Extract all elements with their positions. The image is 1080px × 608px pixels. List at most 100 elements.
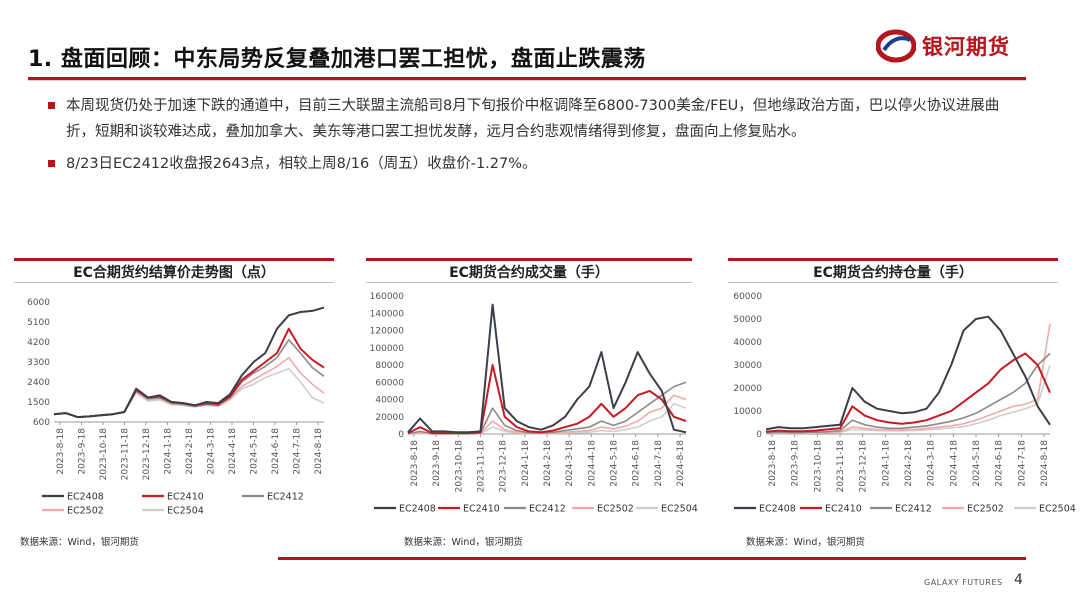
x-tick-label: 2024-7-18 [1017, 440, 1027, 487]
y-tick-label: 40000 [375, 396, 404, 406]
x-tick-label: 2024-1-18 [521, 440, 531, 487]
legend-label: EC2502 [597, 504, 634, 515]
x-tick-label: 2024-8-18 [314, 428, 324, 475]
bullet-square-icon [48, 160, 55, 167]
x-tick-label: 2023-12-18 [499, 440, 509, 493]
x-tick-label: 2023-10-18 [454, 440, 464, 493]
x-tick-label: 2024-1-18 [164, 428, 174, 475]
brand-logo: 银河期货 [868, 26, 1038, 66]
y-tick-label: 0 [398, 430, 404, 440]
volume-chart: EC期货合约成交量（手） 0 20000 40000 60000 80000 100000… [366, 258, 698, 548]
y-tick-label: 4200 [27, 338, 50, 348]
chart-source: 数据来源：Wind，银河期货 [404, 537, 523, 548]
bullet-text: 本周现货仍处于加速下跌的通道中，目前三大联盟主流船司8月下旬报价中枢调降至680… [66, 98, 1000, 140]
y-tick-label: 60000 [733, 292, 762, 302]
x-tick-label: 2024-5-18 [610, 440, 620, 487]
chart-source: 数据来源：Wind，银河期货 [746, 537, 865, 548]
series-line-ec2408 [53, 306, 325, 419]
y-tick-label: 1500 [27, 398, 50, 408]
x-tick-label: 2024-7-18 [654, 440, 664, 487]
x-tick-label: 2024-5-18 [250, 428, 260, 475]
legend-label: EC2502 [67, 506, 104, 517]
x-tick-label: 2023-11-18 [477, 440, 487, 493]
series-line-ec2410 [765, 352, 1051, 433]
x-tick-label: 2023-11-18 [121, 428, 131, 481]
bullet-item: 8/23日EC2412收盘报2643点，相较上周8/16（周五）收盘价-1.27… [44, 151, 1024, 177]
x-tick-label: 2024-2-18 [543, 440, 553, 487]
x-tick-label: 2024-4-18 [949, 440, 959, 487]
legend-label: EC2410 [463, 504, 500, 515]
footer-brand: GALAXY FUTURES [924, 578, 1003, 587]
y-tick-label: 20000 [733, 384, 762, 394]
x-tick-label: 2024-8-18 [1040, 440, 1050, 487]
chart-svg: 0 20000 40000 60000 80000 100000 120000 140000 1… [370, 292, 698, 515]
bullet-item: 本周现货仍处于加速下跌的通道中，目前三大联盟主流船司8月下旬报价中枢调降至680… [44, 93, 1024, 145]
x-tick-label: 2024-6-18 [995, 440, 1005, 487]
legend-label: EC2504 [661, 504, 698, 515]
chart-title: EC期货合约成交量（手） [449, 265, 609, 281]
summary-bullets: 本周现货仍处于加速下跌的通道中，目前三大联盟主流船司8月下旬报价中枢调降至680… [44, 93, 1024, 183]
chart-title: EC期货合约持仓量（手） [813, 265, 973, 281]
y-tick-label: 600 [33, 418, 50, 428]
y-tick-label: 100000 [370, 344, 405, 354]
x-tick-label: 2024-2-18 [185, 428, 195, 475]
chart-source: 数据来源：Wind，银河期货 [20, 537, 139, 548]
x-tick-label: 2023-11-18 [836, 440, 846, 493]
x-tick-label: 2023-8-18 [56, 428, 66, 475]
legend-label: EC2410 [825, 504, 862, 515]
x-tick-label: 2023-12-18 [142, 428, 152, 481]
title-divider-shadow [28, 80, 1026, 81]
x-tick-label: 2024-4-18 [228, 428, 238, 475]
y-tick-label: 3300 [27, 358, 50, 368]
open-interest-chart: EC期货合约持仓量（手） 0 10000 20000 30000 40000 50000 6… [728, 258, 1076, 548]
x-tick-label: 2024-3-18 [207, 428, 217, 475]
footer-divider [278, 557, 1026, 560]
y-tick-label: 2400 [27, 378, 50, 388]
bullet-square-icon [48, 102, 55, 109]
x-tick-label: 2023-8-18 [768, 440, 778, 487]
series-line-ec2502 [53, 356, 325, 418]
x-tick-label: 2023-9-18 [78, 428, 88, 475]
x-tick-label: 2024-4-18 [587, 440, 597, 487]
x-tick-label: 2024-3-18 [927, 440, 937, 487]
y-tick-label: 40000 [733, 338, 762, 348]
title-divider [28, 77, 1026, 80]
y-tick-label: 60000 [375, 378, 404, 388]
chart-title: EC合期货约结算价走势图（点） [73, 265, 275, 281]
panel-accent-bar [366, 258, 692, 261]
x-tick-label: 2024-1-18 [881, 440, 891, 487]
logo-text: 银河期货 [922, 35, 1010, 59]
series-line-ec2410 [407, 364, 687, 435]
x-tick-label: 2024-2-18 [904, 440, 914, 487]
galaxy-logo-icon [876, 29, 916, 63]
panel-divider [14, 282, 334, 283]
x-tick-label: 2024-6-18 [271, 428, 281, 475]
panel-accent-bar [728, 258, 1058, 261]
x-tick-label: 2023-9-18 [791, 440, 801, 487]
y-tick-label: 10000 [733, 407, 762, 417]
x-tick-label: 2024-5-18 [972, 440, 982, 487]
y-tick-label: 160000 [370, 292, 405, 302]
y-tick-label: 80000 [375, 361, 404, 371]
panel-accent-bar [14, 258, 334, 261]
y-tick-label: 20000 [375, 413, 404, 423]
y-tick-label: 6000 [27, 298, 50, 308]
y-tick-label: 50000 [733, 315, 762, 325]
page-number: 4 [1014, 572, 1023, 588]
legend-label: EC2412 [267, 492, 304, 503]
x-tick-label: 2023-10-18 [813, 440, 823, 493]
y-tick-label: 120000 [370, 327, 405, 337]
settlement-price-chart: EC合期货约结算价走势图（点） 600 1500 2400 3300 4200 5100 6… [14, 258, 334, 548]
series-line-ec2412 [53, 338, 325, 418]
x-tick-label: 2024-7-18 [293, 428, 303, 475]
legend-label: EC2412 [895, 504, 932, 515]
bullet-text: 8/23日EC2412收盘报2643点，相较上周8/16（周五）收盘价-1.27… [66, 156, 537, 172]
y-tick-label: 140000 [370, 309, 405, 319]
x-tick-label: 2024-3-18 [565, 440, 575, 487]
series-line-ec2502 [765, 323, 1051, 435]
series-line-ec2408 [765, 315, 1051, 431]
y-tick-label: 5100 [27, 318, 50, 328]
series-line-ec2408 [407, 303, 687, 434]
series-line-ec2412 [407, 381, 687, 435]
legend-label: EC2412 [529, 504, 566, 515]
